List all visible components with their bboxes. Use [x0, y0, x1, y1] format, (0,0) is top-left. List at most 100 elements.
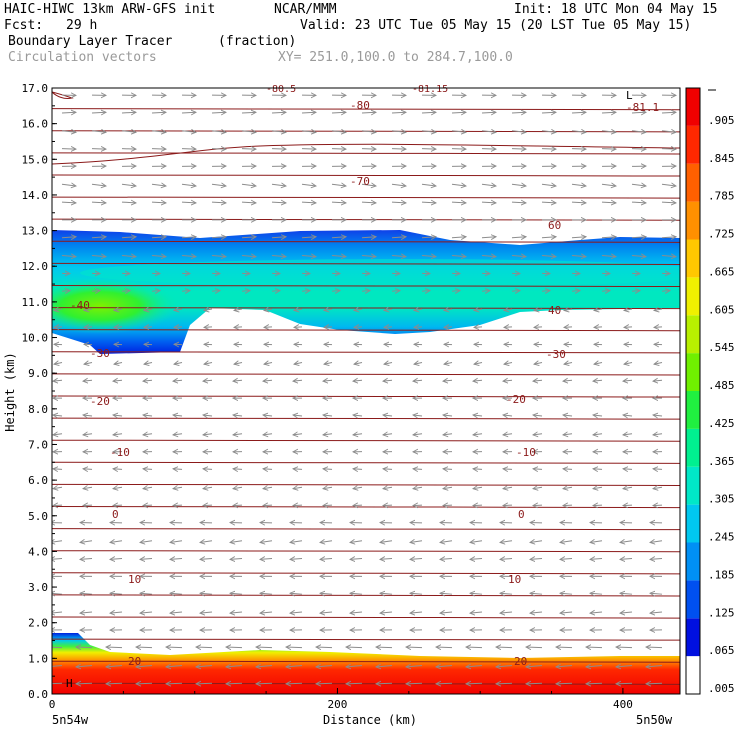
vector-arrow	[361, 112, 376, 113]
vector-arrow	[264, 362, 273, 364]
vector-arrow	[413, 487, 423, 488]
fcst-label: Fcst:	[4, 18, 44, 33]
vector-arrow	[511, 237, 526, 238]
vector-arrow	[590, 559, 603, 560]
vector-arrow	[211, 291, 220, 292]
vector-arrow	[384, 362, 393, 364]
vector-arrow	[211, 131, 226, 132]
vector-arrow	[52, 559, 63, 560]
colorbar-label: .665	[708, 265, 735, 278]
vector-arrow	[113, 434, 123, 435]
y-tick-label: 11.0	[22, 296, 49, 309]
vector-arrow	[233, 469, 243, 470]
vector-arrow	[166, 665, 183, 666]
vector-arrow	[563, 487, 573, 488]
vector-arrow	[421, 237, 436, 238]
vector-arrow	[331, 291, 340, 292]
vector-arrow	[650, 541, 663, 543]
vector-arrow	[481, 202, 496, 203]
vector-arrow	[241, 184, 256, 186]
vector-arrow	[241, 237, 256, 238]
vector-arrow	[181, 256, 196, 257]
vector-arrow	[421, 256, 436, 257]
low-marker: L	[626, 89, 633, 102]
vector-arrow	[623, 415, 633, 416]
x-tick-label: 0	[49, 698, 56, 711]
vector-arrow	[631, 184, 646, 186]
vector-arrow	[470, 541, 483, 543]
vector-arrow	[653, 380, 663, 381]
vector-arrow	[271, 237, 286, 238]
vector-arrow	[650, 612, 663, 613]
vector-arrow	[380, 559, 393, 560]
vector-arrow	[384, 309, 393, 310]
vector-arrow	[616, 665, 633, 666]
vector-arrow	[593, 434, 603, 435]
colorbar-label: .005	[708, 682, 735, 695]
vector-arrow	[504, 362, 513, 364]
vector-arrow	[144, 309, 153, 310]
vector-arrow	[410, 612, 423, 613]
vector-arrow	[383, 487, 393, 488]
vector-arrow	[80, 612, 93, 613]
vector-arrow	[503, 415, 513, 416]
contour-line	[52, 505, 680, 509]
colorbar-label: .245	[708, 531, 735, 544]
vector-arrow	[53, 380, 63, 381]
vectors-label: Circulation vectors	[8, 50, 157, 65]
vector-arrow	[271, 202, 286, 203]
vector-arrow	[414, 309, 423, 310]
vector-arrow	[140, 559, 153, 560]
vector-arrow	[294, 362, 303, 364]
colorbar-swatch	[686, 580, 700, 619]
vector-arrow	[61, 112, 76, 113]
vector-arrow	[260, 593, 273, 594]
vector-arrow	[391, 291, 400, 292]
vector-arrow	[361, 149, 376, 150]
vector-arrow	[84, 362, 93, 364]
vector-arrow	[320, 593, 333, 594]
vector-arrow	[593, 415, 603, 416]
vector-arrow	[173, 469, 183, 470]
vector-arrow	[113, 469, 123, 470]
vector-arrow	[301, 256, 316, 257]
contour-label: -10	[516, 446, 536, 459]
vector-arrow	[114, 362, 123, 364]
vector-arrow	[354, 362, 363, 364]
vector-arrow	[263, 505, 273, 506]
vector-arrow	[496, 683, 513, 684]
x-tick-label: 400	[613, 698, 633, 711]
fcst-value: 29 h	[66, 18, 98, 33]
vector-arrow	[601, 202, 616, 203]
vector-arrow	[421, 131, 436, 132]
colorbar-label: .545	[708, 341, 735, 354]
vector-arrow	[653, 505, 663, 506]
vector-arrow	[563, 434, 573, 435]
vector-arrow	[593, 505, 603, 506]
vector-arrow	[320, 612, 333, 613]
vector-arrow	[601, 184, 616, 186]
vector-arrow	[136, 683, 153, 684]
vector-arrow	[346, 683, 363, 684]
vector-arrow	[233, 434, 243, 435]
vector-arrow	[353, 415, 363, 416]
vector-arrow	[533, 487, 543, 488]
vector-arrow	[241, 202, 256, 203]
vector-arrow	[530, 612, 543, 613]
vector-arrow	[661, 149, 676, 150]
vector-arrow	[421, 291, 430, 292]
vector-arrow	[451, 237, 466, 238]
vector-arrow	[226, 665, 243, 666]
upper-tracer-band	[80, 259, 680, 287]
vector-arrow	[83, 380, 93, 381]
vector-arrow	[256, 683, 273, 684]
vector-arrow	[443, 469, 453, 470]
contour-label: 60	[548, 219, 561, 232]
colorbar-label: .605	[708, 303, 735, 316]
vector-arrow	[474, 327, 483, 328]
vector-arrow	[451, 131, 466, 132]
colorbar-swatch	[686, 656, 700, 694]
vector-arrow	[601, 112, 616, 113]
vector-arrow	[53, 469, 63, 470]
